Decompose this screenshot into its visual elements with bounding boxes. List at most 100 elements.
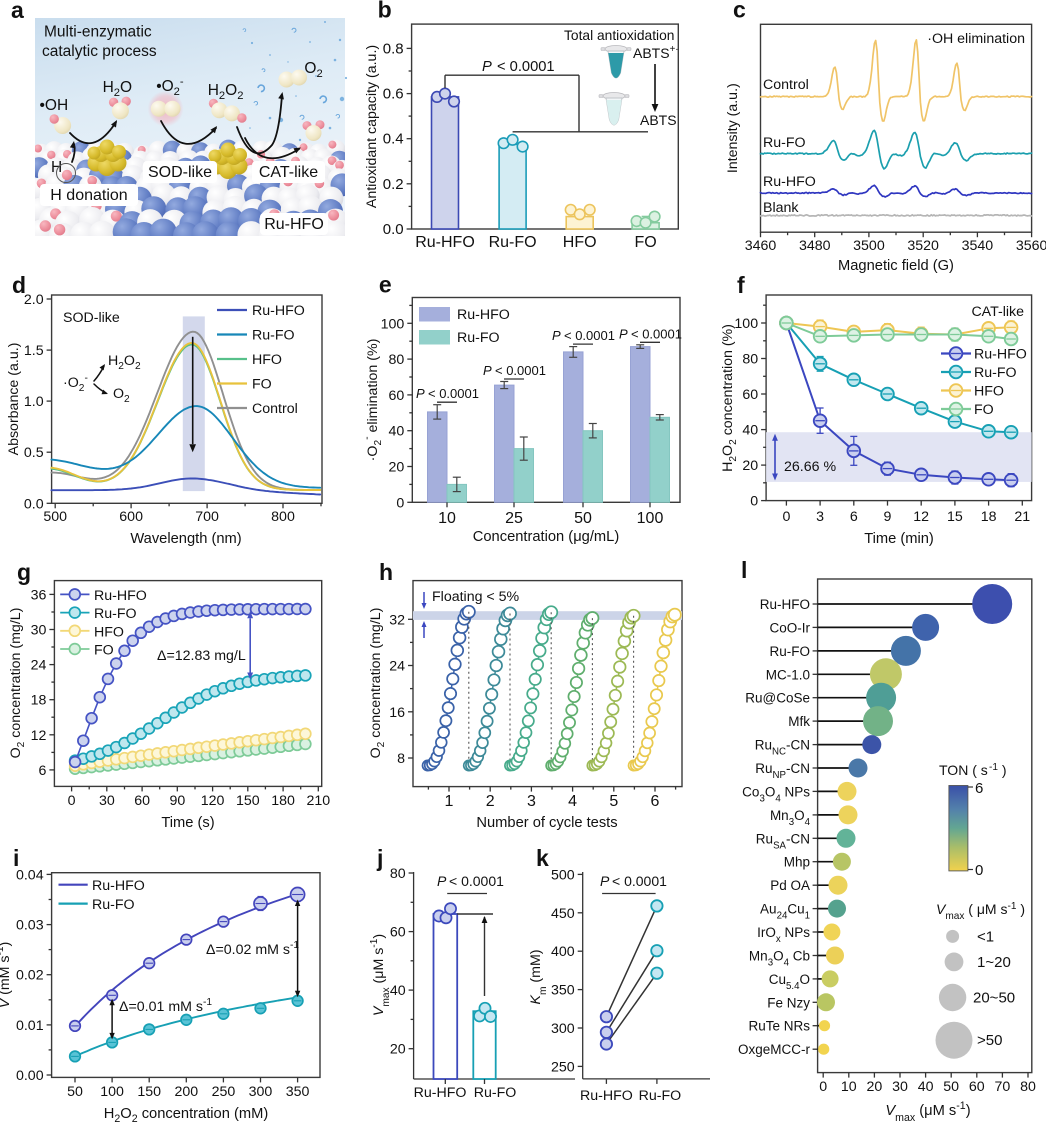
svg-text:6: 6 <box>651 793 660 810</box>
svg-text:Concentration (μg/mL): Concentration (μg/mL) <box>473 529 619 545</box>
svg-text:HFO: HFO <box>94 624 124 640</box>
svg-text:< 0.0001: < 0.0001 <box>449 873 504 889</box>
svg-text:1: 1 <box>445 793 454 810</box>
svg-text:70: 70 <box>995 1079 1011 1095</box>
svg-text:25: 25 <box>505 510 523 527</box>
svg-text:6: 6 <box>850 509 858 525</box>
svg-text:b: b <box>378 0 392 23</box>
svg-text:Mhp: Mhp <box>784 855 810 870</box>
svg-text:H2O: H2O <box>103 79 133 99</box>
svg-text:18: 18 <box>981 509 997 525</box>
svg-text:24: 24 <box>31 658 47 674</box>
svg-text:100: 100 <box>100 1084 124 1100</box>
svg-text:500: 500 <box>43 509 67 525</box>
svg-text:60: 60 <box>389 388 405 404</box>
svg-text:d: d <box>12 272 26 298</box>
svg-text:Ru-FO: Ru-FO <box>94 606 137 622</box>
svg-text:100: 100 <box>381 316 405 332</box>
svg-text:O2 concentration (mg/L): O2 concentration (mg/L) <box>368 608 387 759</box>
svg-text:P: P <box>482 59 492 75</box>
svg-text:Mn3O4 Cb: Mn3O4 Cb <box>749 948 810 968</box>
svg-text:-1 ): -1 ) <box>989 762 1007 778</box>
svg-text:Vmax ( μM s-1 ): Vmax ( μM s-1 ) <box>936 901 1025 922</box>
svg-text:CAT-like: CAT-like <box>259 164 318 181</box>
svg-text:0.2: 0.2 <box>383 176 404 193</box>
svg-text:HFO: HFO <box>563 234 597 251</box>
svg-text:0.01: 0.01 <box>16 1018 44 1034</box>
svg-text:12: 12 <box>913 509 929 525</box>
svg-text:Ru-HFO: Ru-HFO <box>415 234 475 251</box>
svg-text:P: P <box>416 386 425 401</box>
svg-text:0: 0 <box>396 495 404 511</box>
svg-text:3460: 3460 <box>745 238 777 254</box>
svg-text:V (mM s-1): V (mM s-1) <box>0 942 13 1009</box>
svg-text:IrOx NPs: IrOx NPs <box>757 925 810 945</box>
svg-text:Control: Control <box>252 401 298 417</box>
svg-text:250: 250 <box>551 1059 575 1075</box>
svg-text:< 0.0001: < 0.0001 <box>564 328 615 343</box>
svg-text:180: 180 <box>271 793 295 809</box>
svg-text:60: 60 <box>969 1079 985 1095</box>
svg-text:36: 36 <box>31 587 47 603</box>
svg-text:8: 8 <box>397 751 405 767</box>
svg-text:i: i <box>13 845 19 871</box>
svg-text:6: 6 <box>39 763 47 779</box>
svg-text:0.6: 0.6 <box>383 86 404 103</box>
svg-text:50: 50 <box>574 510 592 527</box>
svg-text:FO: FO <box>634 234 656 251</box>
svg-text:HFO: HFO <box>252 352 282 368</box>
svg-text:H2O2: H2O2 <box>208 82 244 102</box>
svg-text:Ru-HFO: Ru-HFO <box>252 303 305 319</box>
svg-text:Km (mM): Km (mM) <box>528 950 549 1005</box>
svg-text:Ru-HFO: Ru-HFO <box>457 307 510 323</box>
svg-text:15: 15 <box>947 509 963 525</box>
svg-text:RuSA-CN: RuSA-CN <box>756 831 810 851</box>
svg-text:5: 5 <box>609 793 618 810</box>
svg-text:Magnetic field (G): Magnetic field (G) <box>838 258 954 274</box>
svg-text:3560: 3560 <box>1016 238 1046 254</box>
svg-text:80: 80 <box>390 866 406 882</box>
svg-text:RuTe NRs: RuTe NRs <box>748 1019 810 1034</box>
svg-text:0.8: 0.8 <box>383 40 404 57</box>
svg-text:Co3O4 NPs: Co3O4 NPs <box>742 784 810 804</box>
svg-text:Δ=12.83 mg/L: Δ=12.83 mg/L <box>157 648 246 664</box>
svg-text:< 0.0001: < 0.0001 <box>428 386 479 401</box>
svg-text:TON ( s: TON ( s <box>939 762 988 778</box>
svg-text:Ru-HFO: Ru-HFO <box>763 174 816 190</box>
svg-text:Mn3O4: Mn3O4 <box>770 808 811 828</box>
svg-text:150: 150 <box>236 793 260 809</box>
svg-text:>50: >50 <box>977 1032 1002 1049</box>
svg-text:Δ=0.01 mM s-1: Δ=0.01 mM s-1 <box>119 997 212 1015</box>
svg-text:150: 150 <box>137 1084 161 1100</box>
svg-text:Ru-FO: Ru-FO <box>252 328 295 344</box>
svg-text:18: 18 <box>31 693 47 709</box>
svg-text:Time (s): Time (s) <box>161 815 214 831</box>
svg-text:O2: O2 <box>113 386 130 405</box>
svg-text:3: 3 <box>816 509 824 525</box>
svg-text:40: 40 <box>742 423 758 439</box>
svg-text:SOD-like: SOD-like <box>63 310 120 326</box>
svg-text:Multi-enzymatic: Multi-enzymatic <box>44 24 152 41</box>
svg-text:FO: FO <box>252 377 272 393</box>
svg-text:100: 100 <box>734 316 758 332</box>
svg-text:12: 12 <box>31 728 47 744</box>
svg-text:RuNC-CN: RuNC-CN <box>755 738 810 758</box>
svg-text:SOD-like: SOD-like <box>148 164 212 181</box>
svg-text:Wavelength (nm): Wavelength (nm) <box>130 531 241 547</box>
svg-text:3: 3 <box>527 793 536 810</box>
svg-text:e: e <box>379 272 392 298</box>
svg-text:Absorbance (a.u.): Absorbance (a.u.) <box>6 343 22 456</box>
svg-text:·OH elimination: ·OH elimination <box>927 31 1025 47</box>
svg-text:1~20: 1~20 <box>977 954 1011 971</box>
svg-text:< 0.0001: < 0.0001 <box>631 326 682 341</box>
svg-text:0: 0 <box>819 1079 827 1095</box>
svg-text:9: 9 <box>884 509 892 525</box>
svg-text:FO: FO <box>974 402 994 418</box>
svg-text:16: 16 <box>389 705 405 721</box>
svg-text:30: 30 <box>31 623 47 639</box>
svg-text:600: 600 <box>119 509 143 525</box>
svg-text:350: 350 <box>551 983 575 999</box>
svg-text:40: 40 <box>918 1079 934 1095</box>
svg-text:2: 2 <box>486 793 495 810</box>
svg-text:3540: 3540 <box>962 238 994 254</box>
